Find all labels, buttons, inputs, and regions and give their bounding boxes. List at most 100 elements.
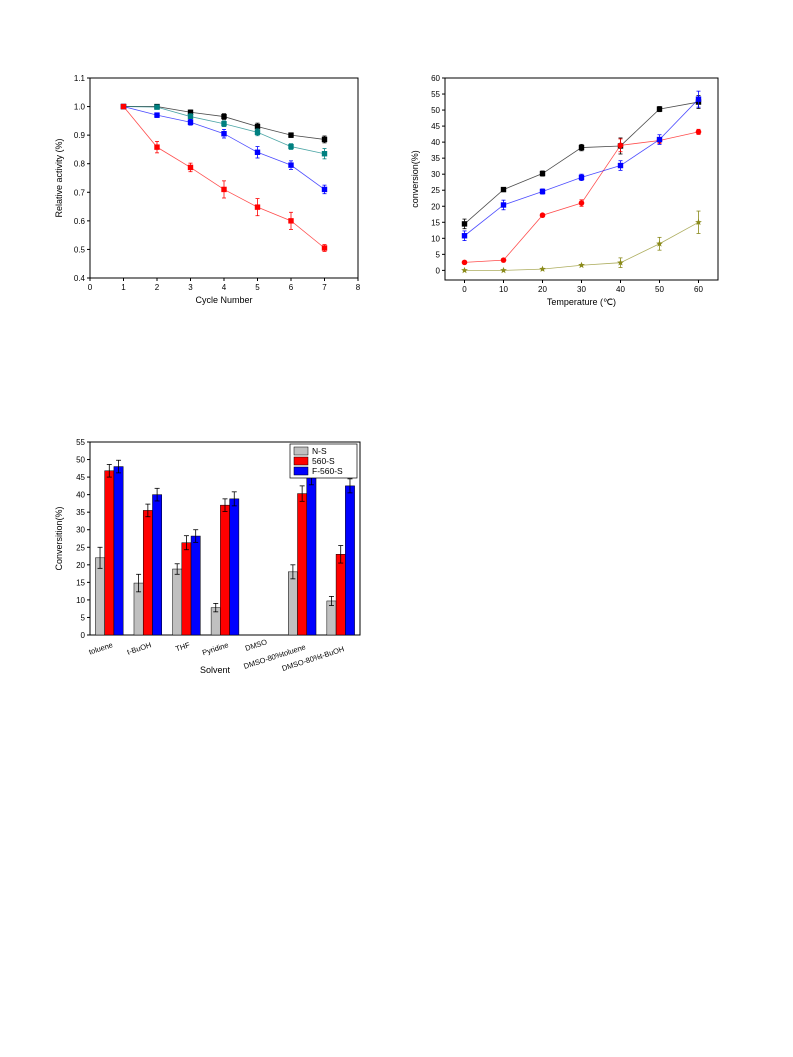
data-point: [461, 266, 468, 274]
bar-N-S: [95, 557, 105, 636]
data-point: [321, 186, 328, 193]
x-tick-label: 30: [577, 285, 586, 294]
y-tick-label: 5: [81, 613, 86, 622]
x-axis-label: Cycle Number: [195, 295, 252, 305]
x-tick-label: 6: [289, 283, 294, 292]
bar-F-560-S: [190, 535, 201, 636]
data-point: [254, 123, 261, 130]
y-tick-label: 60: [431, 74, 440, 83]
bar-F-560-S: [113, 466, 124, 636]
x-tick-label: 0: [88, 283, 93, 292]
y-tick-label: 0: [436, 266, 441, 275]
bar-560-S: [181, 542, 192, 636]
y-tick-label: 40: [76, 491, 85, 500]
data-point: [539, 265, 546, 272]
data-point: [500, 257, 507, 263]
y-tick-label: 10: [431, 234, 440, 243]
data-point: [539, 212, 546, 219]
y-axis-label: conversion(%): [410, 150, 420, 208]
data-point: [656, 240, 663, 247]
x-tick-label: 1: [121, 283, 126, 292]
bar-F-560-S: [229, 498, 240, 636]
category-label: toluene: [88, 640, 114, 656]
y-tick-label: 0.8: [74, 160, 86, 169]
x-tick-label: 40: [616, 285, 625, 294]
data-point: [154, 112, 160, 118]
data-point: [461, 233, 468, 239]
y-tick-label: 1.1: [74, 74, 86, 83]
data-point: [321, 245, 328, 251]
y-tick-label: 0: [81, 631, 86, 640]
bar-F-560-S: [345, 485, 355, 636]
bar-560-S: [104, 470, 115, 636]
y-tick-label: 15: [431, 218, 440, 227]
data-point: [500, 202, 507, 208]
category-label: DMSO: [244, 637, 268, 653]
data-point: [578, 200, 585, 206]
y-tick-label: 25: [431, 186, 440, 195]
data-point: [617, 162, 624, 169]
category-label: Pyridine: [201, 640, 230, 657]
y-tick-label: 35: [431, 154, 440, 163]
bar-560-S: [142, 510, 153, 636]
data-point: [695, 129, 702, 135]
solvent-conversion-chart: 0 5 10 15 20 25 30 35 40 45 50 55 Conversition(%) tol…: [54, 438, 361, 675]
data-point: [221, 131, 227, 137]
data-point: [321, 151, 328, 157]
bar-560-S: [335, 554, 346, 636]
relative-activity-chart: 0 1 2 3 4 5 6 7 8 0.4 0.5 0.6 0.7 0.8 0.9 1.0 1.1 Cycle N…: [54, 74, 361, 305]
x-tick-label: 60: [694, 285, 703, 294]
y-tick-label: 45: [76, 473, 85, 482]
data-point: [187, 113, 194, 120]
y-tick-label: 40: [431, 138, 440, 147]
category-label: t-BuOH: [126, 640, 153, 656]
data-point: [617, 259, 624, 266]
data-point: [120, 103, 127, 110]
data-point: [221, 113, 227, 120]
data-point: [695, 96, 702, 102]
data-point: [656, 106, 663, 112]
category-label: THF: [174, 640, 191, 653]
series-line: [464, 131, 699, 263]
data-point: [539, 188, 546, 195]
y-tick-label: 0.7: [74, 188, 86, 197]
y-tick-label: 1.0: [74, 103, 86, 112]
y-tick-label: 20: [431, 202, 440, 211]
data-point: [288, 143, 294, 150]
data-point: [187, 109, 194, 115]
y-tick-label: 50: [431, 106, 440, 115]
data-point: [321, 136, 328, 143]
data-point: [221, 186, 227, 193]
data-point: [695, 218, 702, 226]
data-point: [187, 119, 194, 125]
data-point: [461, 221, 468, 227]
legend-label: N-S: [312, 446, 327, 456]
series-3: [120, 103, 328, 195]
x-tick-label: 20: [538, 285, 547, 294]
bar-N-S: [326, 600, 337, 636]
y-tick-label: 20: [76, 561, 85, 570]
x-axis-label: Temperature (℃): [547, 297, 616, 307]
data-point: [500, 266, 507, 274]
series-3: [461, 90, 702, 241]
data-point: [288, 218, 294, 224]
bar-F-560-S: [306, 476, 317, 636]
legend-label: F-560-S: [312, 466, 343, 476]
bar-560-S: [297, 493, 308, 636]
data-point: [500, 186, 507, 193]
y-axis-label: Relative activity (%): [54, 138, 64, 217]
series-2: [120, 103, 328, 160]
temperature-conversion-chart: 0 10 20 30 40 50 60 0 5 10 15 20 25 30 35 40 45 50 55 60 Tem…: [410, 74, 719, 307]
x-tick-label: 2: [155, 283, 160, 292]
x-tick-label: 10: [499, 285, 508, 294]
legend-label: 560-S: [312, 456, 335, 466]
series-4: [120, 103, 328, 252]
legend-swatch: [293, 456, 309, 466]
data-point: [578, 174, 585, 181]
series-line: [464, 98, 699, 237]
data-point: [461, 259, 468, 266]
legend-swatch: [293, 466, 309, 476]
series-4: [461, 210, 702, 274]
data-point: [539, 170, 546, 177]
